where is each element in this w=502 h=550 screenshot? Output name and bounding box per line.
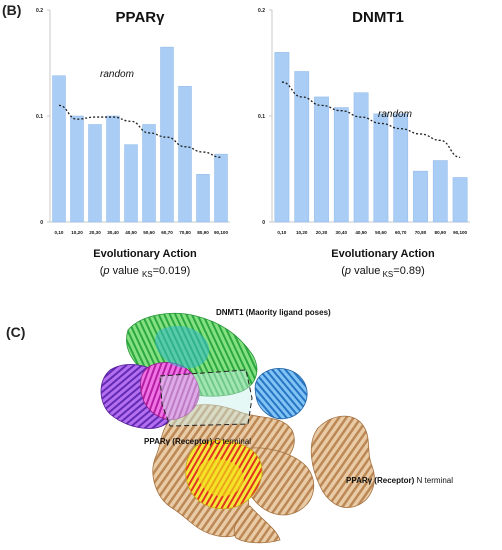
pparg-chart-title: PPARγ <box>116 9 166 26</box>
pparg-bar <box>52 75 66 223</box>
dnmt1-bar <box>314 96 329 223</box>
pparg-x-tick-label: 0,10 <box>55 230 64 235</box>
dnmt1-bar <box>333 107 349 223</box>
dnmt1-x-tick-label: 70,80 <box>415 230 427 235</box>
pparg-x-tick-label: 70,80 <box>179 230 191 235</box>
pparg-x-tick-label: 10,20 <box>71 230 83 235</box>
dnmt1-x-tick-label: 60,70 <box>395 230 407 235</box>
dnmt1-ligand-poses-label: DNMT1 (Maority ligand poses) <box>216 308 331 317</box>
dnmt1-bar <box>393 113 409 223</box>
pparg-bar <box>178 86 192 223</box>
pparg-x-tick-label: 80,90 <box>197 230 209 235</box>
dnmt1-ribbon <box>100 313 308 429</box>
pparg-y-tick-label: 0.1 <box>36 114 43 120</box>
dnmt1-bar-chart: 0 0.1 0.2 0,10 10,20 20,30 30,40 40,50 50,60 60,7… <box>258 8 470 279</box>
dnmt1-bar <box>452 177 468 223</box>
pparg-bar <box>70 115 84 223</box>
dnmt1-x-tick-label: 40,50 <box>355 230 367 235</box>
dnmt1-x-tick-label: 10,20 <box>296 230 308 235</box>
dnmt1-x-tick-label: 30,40 <box>336 230 348 235</box>
pparg-bar <box>196 174 210 223</box>
ligand-pose-highlight <box>159 369 253 427</box>
pparg-n-terminal-label: PPARγ (Receptor) N terminal <box>346 476 453 485</box>
panel-c-label: (C) <box>6 324 26 340</box>
pparg-bar <box>124 144 138 223</box>
pparg-c-receptor-text: PPARγ (Receptor) <box>144 437 213 446</box>
pparg-c-terminal-text: C terminal <box>212 437 251 446</box>
dnmt1-x-tick-label: 80,90 <box>435 230 447 235</box>
binding-region <box>185 440 263 510</box>
pparg-random-annotation: random <box>100 69 134 80</box>
pparg-x-tick-label: 30,40 <box>107 230 119 235</box>
pparg-bar <box>142 124 156 223</box>
dnmt1-y-tick-label: 0 <box>262 220 265 226</box>
pparg-x-tick-label: 40,50 <box>125 230 137 235</box>
panel-b-label: (B) <box>2 2 22 18</box>
dnmt1-bar <box>373 113 389 223</box>
pparg-x-tick-label: 60,70 <box>161 230 173 235</box>
dnmt1-bar <box>432 160 448 223</box>
dnmt1-random-series-line <box>281 81 461 158</box>
pparg-n-receptor-text: PPARγ (Receptor) <box>346 476 415 485</box>
pparg-x-tick-label: 50,60 <box>143 230 155 235</box>
pparg-x-tick-label: 20,30 <box>89 230 101 235</box>
pparg-c-terminal-label: PPARγ (Receptor) C terminal <box>144 437 251 446</box>
pparg-x-axis-label: Evolutionary Action <box>93 248 197 260</box>
pparg-y-tick-label: 0.2 <box>36 8 43 14</box>
receptor-ribbon <box>152 404 375 544</box>
dnmt1-x-axis-label: Evolutionary Action <box>331 248 435 260</box>
dnmt1-x-tick-label: 0,10 <box>277 230 286 235</box>
dnmt1-random-annotation: random <box>378 109 412 120</box>
dnmt1-x-tick-label: 20,30 <box>316 230 328 235</box>
pparg-n-terminal-text: N terminal <box>414 476 453 485</box>
pparg-pvalue-label: (p value KS=0.019) <box>100 265 191 279</box>
dnmt1-bar <box>274 52 290 223</box>
dnmt1-bar <box>413 170 428 223</box>
dnmt1-bar <box>353 92 369 223</box>
pparg-bar <box>160 46 174 223</box>
dnmt1-x-tick-label: 90,100 <box>453 230 467 235</box>
pparg-random-series-line <box>58 104 222 158</box>
dnmt1-y-tick-label: 0.1 <box>258 114 265 120</box>
dnmt1-chart-title: DNMT1 <box>352 9 404 26</box>
dnmt1-bar <box>294 71 310 223</box>
pparg-bar <box>88 124 102 223</box>
pparg-bar <box>106 115 120 223</box>
pparg-x-tick-label: 90,100 <box>214 230 228 235</box>
pparg-bar <box>214 153 228 223</box>
dnmt1-pvalue-label: (p value KS=0.89) <box>341 265 425 279</box>
dnmt1-y-tick-label: 0.2 <box>258 8 265 14</box>
pparg-bar-chart: 0 0.1 0.2 0,10 10,20 20,30 30,40 40,50 50,60 60,7… <box>36 8 230 279</box>
dnmt1-x-tick-label: 50,60 <box>375 230 387 235</box>
pparg-y-tick-label: 0 <box>40 220 43 226</box>
